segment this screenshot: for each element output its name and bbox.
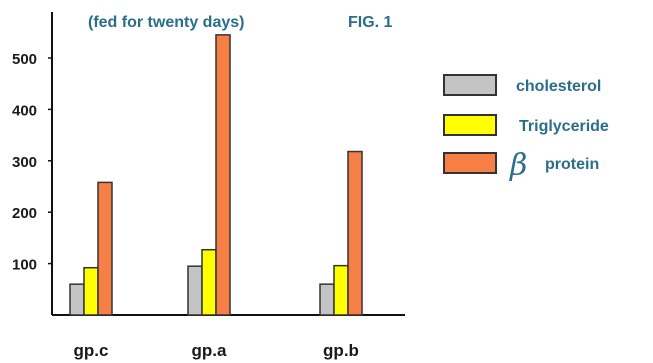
bar-cholesterol-gp-b — [319, 283, 335, 316]
legend-label-triglyceride: Triglyceride — [519, 118, 609, 135]
bar-protein-gp-c — [97, 181, 113, 316]
legend-swatch-cholesterol — [443, 74, 497, 96]
bar-triglyceride-gp-c — [83, 266, 99, 316]
bar-group: gp.c gp.a gp.b — [69, 34, 363, 360]
bar-protein-gp-a — [215, 34, 231, 316]
x-tick-label: gp.b — [323, 341, 359, 360]
y-tick-label: 100 — [12, 257, 37, 274]
chart-title: (fed for twenty days) — [88, 14, 244, 31]
y-tick-label: 200 — [12, 205, 37, 222]
legend-label-cholesterol: cholesterol — [516, 78, 601, 95]
y-tick-label: 400 — [12, 102, 37, 119]
bar-cholesterol-gp-a — [187, 265, 203, 316]
x-tick-label: gp.a — [192, 341, 227, 360]
legend-label-protein: protein — [545, 156, 599, 173]
bar-triglyceride-gp-a — [201, 248, 217, 316]
bar-protein-gp-b — [347, 150, 363, 316]
x-tick-label: gp.c — [74, 341, 109, 360]
y-tick-label: 300 — [12, 154, 37, 171]
legend-beta-symbol: β — [509, 148, 527, 183]
legend-swatch-protein — [443, 152, 497, 174]
y-tick-label: 500 — [12, 51, 37, 68]
legend-swatch-triglyceride — [443, 114, 497, 136]
chart-legend: cholesterol Triglyceride β protein — [443, 74, 609, 183]
bar-cholesterol-gp-c — [69, 283, 85, 316]
bar-triglyceride-gp-b — [333, 264, 349, 316]
figure-label: FIG. 1 — [348, 14, 393, 31]
